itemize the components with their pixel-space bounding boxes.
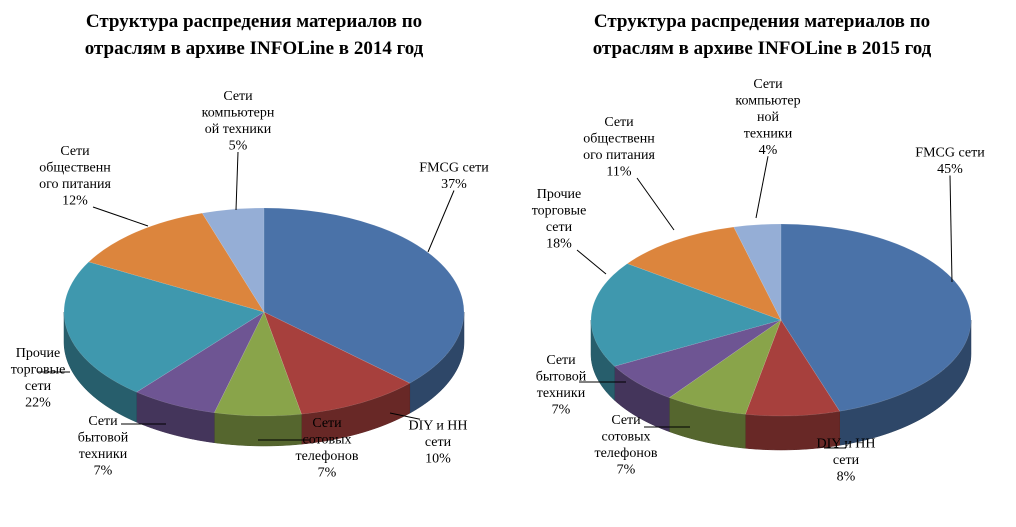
- leader-line-6: [235, 151, 239, 211]
- slice-label-сети-бытовой-техники: Сети бытовой техники 7%: [536, 353, 587, 418]
- leader-line-0: [427, 190, 455, 253]
- pie-slice-1: [744, 319, 841, 417]
- slice-label-сети-сотовых-телефонов: Сети сотовых телефонов 7%: [296, 416, 359, 481]
- slice-label-fmcg-сети: FMCG сети 45%: [915, 146, 985, 178]
- slice-label-прочие-торговые-сети: Прочие торговые сети 18%: [532, 187, 587, 252]
- pie-slice-3: [613, 319, 782, 399]
- slice-side-2: [214, 412, 302, 447]
- slice-label-прочие-торговые-сети: Прочие торговые сети 22%: [11, 346, 66, 411]
- chart-title-line-2: отраслям в архиве INFOLine в 2015 год: [592, 38, 932, 59]
- leader-line-4: [576, 249, 607, 275]
- pie-chart-2015: Структура распредения материалов по отра…: [508, 0, 1016, 527]
- slice-label-сети-общественн-ого-питания: Сети общественн ого питания 11%: [583, 115, 655, 180]
- slice-label-diy-и-нн-сети: DIY и НН сети 8%: [816, 436, 875, 484]
- pie-slice-4: [590, 263, 782, 367]
- slice-label-сети-компьютерн-ой-техники: Сети компьютерн ой техники 5%: [202, 89, 275, 154]
- pie-plot-2015: FMCG сети 45% DIY и НН сети 8% Сети сотовых тел…: [532, 77, 985, 484]
- slice-label-сети-сотовых-телефонов: Сети сотовых телефонов 7%: [595, 413, 658, 478]
- pie-slice-6: [733, 223, 782, 321]
- pie-slice-5: [88, 212, 265, 313]
- slice-label-сети-общественн-ого-питания: Сети общественн ого питания 12%: [39, 144, 111, 209]
- pie-slice-0: [780, 223, 972, 412]
- slice-label-сети-бытовой-техники: Сети бытовой техники 7%: [78, 414, 129, 479]
- pie-slice-6: [201, 207, 265, 314]
- chart-title-line-1: Структура распредения материалов по: [593, 11, 931, 32]
- chart-title-2014: Структура распредения материалов по отра…: [0, 8, 508, 62]
- chart-title-line-1: Структура распредения материалов по: [85, 11, 423, 32]
- slice-label-fmcg-сети: FMCG сети 37%: [419, 161, 489, 193]
- leader-line-0: [949, 175, 953, 283]
- chart-title-line-2: отраслям в архиве INFOLine в 2014 год: [84, 38, 424, 59]
- leader-line-5: [636, 177, 675, 231]
- pie-slice-0: [263, 207, 465, 384]
- slice-label-сети-компьютер-ной-техники: Сети компьютер ной техники 4%: [735, 77, 800, 158]
- pie-slice-4: [63, 261, 265, 393]
- leader-line-6: [755, 156, 769, 219]
- pie-chart-2014: Структура распредения материалов по отра…: [0, 8, 508, 481]
- slice-label-diy-и-нн-сети: DIY и НН сети 10%: [408, 418, 467, 466]
- pie-slice-3: [135, 311, 265, 414]
- pie-slice-1: [263, 311, 411, 415]
- pie-plot-2014: FMCG сети 37% DIY и НН сети 10% Сети сотовых те…: [11, 89, 489, 481]
- leader-line-5: [92, 206, 149, 227]
- pie-slice-5: [626, 226, 782, 321]
- pie-slice-2: [668, 319, 782, 415]
- pie-slice-2: [213, 311, 302, 417]
- slice-side-4: [63, 311, 137, 423]
- leader-line-1: [389, 412, 421, 420]
- chart-title-2015: Структура распредения материалов по отра…: [508, 8, 1016, 62]
